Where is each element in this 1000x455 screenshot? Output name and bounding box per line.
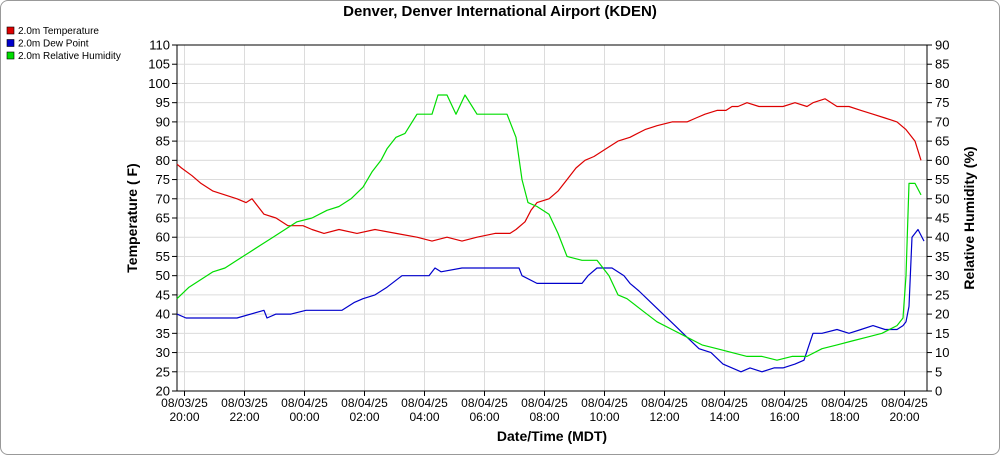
x-tick-time: 18:00 — [829, 410, 859, 424]
y2-tick-label: 80 — [935, 76, 949, 91]
y-tick-label: 75 — [156, 172, 170, 187]
y2-tick-label: 70 — [935, 114, 949, 129]
series-line-2 — [176, 228, 925, 373]
series-line-3 — [176, 94, 922, 361]
x-tick-date: 08/04/25 — [881, 396, 928, 410]
y2-tick-label: 5 — [935, 364, 942, 379]
legend-label: 2.0m Dew Point — [18, 39, 89, 50]
y2-axis-ticks: 0 5 10 15 20 25 30 35 40 45 50 55 60 65 70 75 80 85 90 — [927, 38, 949, 399]
x-tick-time: 06:00 — [469, 410, 499, 424]
y-tick-label: 55 — [156, 249, 170, 264]
y2-tick-label: 25 — [935, 287, 949, 302]
x-tick-date: 08/04/25 — [761, 396, 808, 410]
y-tick-label: 30 — [156, 345, 170, 360]
x-tick-date: 08/04/25 — [401, 396, 448, 410]
x-tick-time: 22:00 — [229, 410, 259, 424]
x-tick-time: 14:00 — [709, 410, 739, 424]
y2-tick-label: 85 — [935, 57, 949, 72]
x-tick-time: 04:00 — [409, 410, 439, 424]
x-tick-date: 08/04/25 — [821, 396, 868, 410]
x-tick-date: 08/04/25 — [701, 396, 748, 410]
legend-label: 2.0m Relative Humidity — [18, 51, 121, 62]
legend-swatch — [6, 26, 15, 35]
x-tick-date: 08/04/25 — [521, 396, 568, 410]
legend-swatch — [6, 39, 15, 47]
x-axis-ticks: 08/03/2520:0008/03/2522:0008/04/2500:000… — [161, 391, 928, 424]
y2-tick-label: 20 — [935, 307, 949, 322]
y2-tick-label: 15 — [935, 326, 949, 341]
y-tick-label: 35 — [156, 326, 170, 341]
y2-tick-label: 50 — [935, 191, 949, 206]
y-axis-label: Temperature ( F) — [124, 163, 140, 272]
y-tick-label: 110 — [149, 38, 170, 53]
y-tick-label: 20 — [156, 384, 170, 399]
x-tick-date: 08/03/25 — [221, 396, 268, 410]
y2-tick-label: 30 — [935, 268, 949, 283]
y-tick-label: 80 — [156, 153, 170, 168]
y2-tick-label: 60 — [935, 153, 949, 168]
y2-tick-label: 90 — [935, 38, 949, 53]
x-axis-label: Date/Time (MDT) — [497, 428, 607, 444]
y-tick-label: 85 — [156, 134, 170, 149]
y-tick-label: 25 — [156, 364, 170, 379]
y-tick-label: 70 — [156, 191, 170, 206]
x-tick-date: 08/04/25 — [461, 396, 508, 410]
x-tick-date: 08/04/25 — [641, 396, 688, 410]
y-axis-ticks: 20 25 30 35 40 45 50 55 60 65 70 75 80 85 90 95 100 105 11… — [148, 38, 177, 399]
chart-title: Denver, Denver International Airport (KD… — [343, 3, 657, 20]
x-tick-time: 12:00 — [649, 410, 679, 424]
y-tick-label: 95 — [156, 95, 170, 110]
x-tick-time: 20:00 — [169, 410, 199, 424]
y2-tick-label: 75 — [935, 95, 949, 110]
x-tick-time: 20:00 — [889, 410, 919, 424]
legend-label: 2.0m Temperature — [18, 26, 99, 37]
y2-tick-label: 0 — [935, 384, 942, 399]
y2-tick-label: 10 — [935, 345, 949, 360]
y-tick-label: 100 — [148, 76, 170, 91]
legend-swatch — [6, 51, 15, 60]
x-tick-date: 08/04/25 — [281, 396, 328, 410]
x-tick-time: 16:00 — [769, 410, 799, 424]
x-tick-date: 08/04/25 — [341, 396, 388, 410]
gridlines — [177, 44, 927, 392]
x-tick-date: 08/03/25 — [161, 396, 208, 410]
y-tick-label: 50 — [156, 268, 170, 283]
x-tick-date: 08/04/25 — [581, 396, 628, 410]
y2-tick-label: 45 — [935, 211, 949, 226]
y2-tick-label: 55 — [935, 172, 949, 187]
y-tick-label: 45 — [156, 287, 170, 302]
x-tick-time: 10:00 — [589, 410, 619, 424]
series-lines — [176, 94, 925, 373]
y2-axis-label: Relative Humidity (%) — [961, 146, 977, 289]
y-tick-label: 60 — [156, 230, 170, 245]
x-tick-time: 02:00 — [349, 410, 379, 424]
y-tick-label: 90 — [156, 114, 170, 129]
x-tick-time: 08:00 — [529, 410, 559, 424]
y-tick-label: 65 — [156, 211, 170, 226]
y2-tick-label: 35 — [935, 249, 949, 264]
y2-tick-label: 40 — [935, 230, 949, 245]
y-tick-label: 40 — [156, 307, 170, 322]
series-line-1 — [176, 98, 922, 242]
x-tick-time: 00:00 — [289, 410, 319, 424]
y-tick-label: 105 — [148, 57, 170, 72]
y2-tick-label: 65 — [935, 134, 949, 149]
